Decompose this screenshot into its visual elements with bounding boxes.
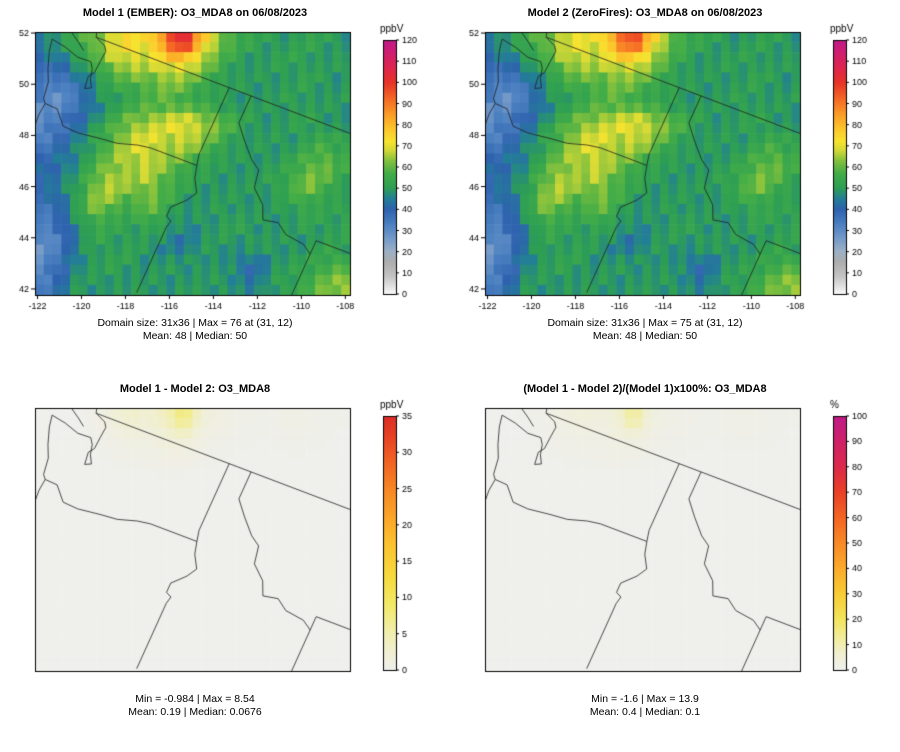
panel-difference-map-canvas [0, 376, 450, 752]
panel-difference: Model 1 - Model 2: O3_MDA8 Min = -0.984 … [0, 376, 450, 752]
panel-percent-difference-map-canvas [450, 376, 900, 752]
panel-model1-caption-line1: Domain size: 31x36 | Max = 76 at (31, 12… [97, 317, 293, 329]
panel-percent-difference-caption-line1: Min = -1.6 | Max = 13.9 [591, 693, 699, 705]
panel-model1-caption: Domain size: 31x36 | Max = 76 at (31, 12… [30, 317, 360, 343]
panel-model1-map-canvas [0, 0, 450, 376]
panel-model1: Model 1 (EMBER): O3_MDA8 on 06/08/2023 D… [0, 0, 450, 376]
panel-difference-caption: Min = -0.984 | Max = 8.54 Mean: 0.19 | M… [30, 693, 360, 719]
panel-model2-caption: Domain size: 31x36 | Max = 75 at (31, 12… [480, 317, 810, 343]
panel-percent-difference-caption: Min = -1.6 | Max = 13.9 Mean: 0.4 | Medi… [480, 693, 810, 719]
panel-model2-map-canvas [450, 0, 900, 376]
panel-difference-caption-line2: Mean: 0.19 | Median: 0.0676 [128, 706, 262, 718]
panel-model2: Model 2 (ZeroFires): O3_MDA8 on 06/08/20… [450, 0, 900, 376]
panel-model2-caption-line1: Domain size: 31x36 | Max = 75 at (31, 12… [547, 317, 743, 329]
panel-percent-difference-caption-line2: Mean: 0.4 | Median: 0.1 [589, 706, 701, 718]
panel-model1-caption-line2: Mean: 48 | Median: 50 [142, 330, 248, 342]
panel-model2-caption-line2: Mean: 48 | Median: 50 [592, 330, 698, 342]
panel-percent-difference: (Model 1 - Model 2)/(Model 1)x100%: O3_M… [450, 376, 900, 752]
panel-difference-caption-line1: Min = -0.984 | Max = 8.54 [135, 693, 255, 705]
